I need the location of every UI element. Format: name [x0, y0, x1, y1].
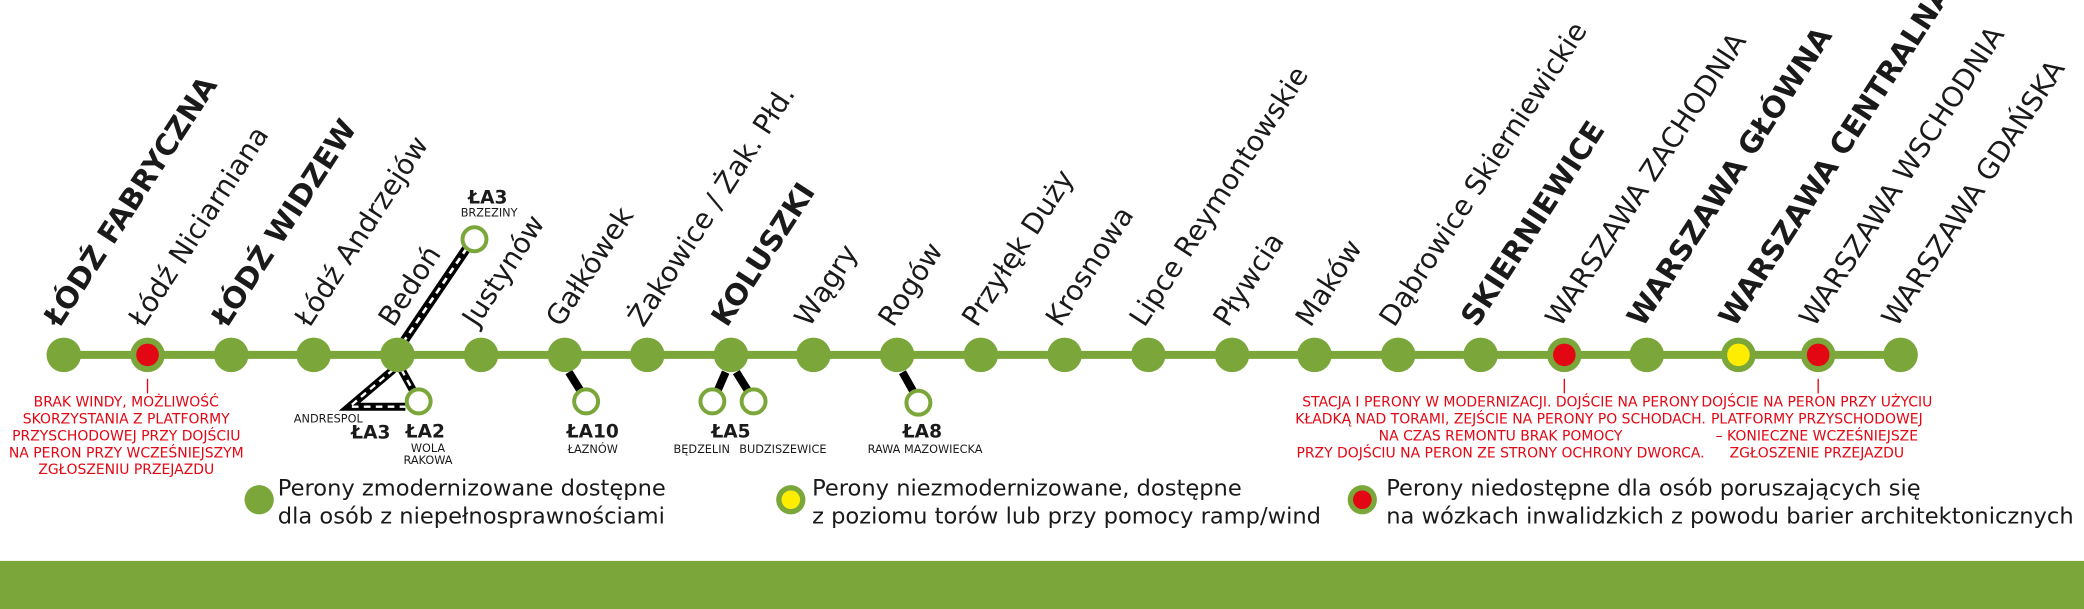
note-line: NA PERON PRZY WCZEŚNIEJSZYM — [9, 443, 244, 461]
branch-code: ŁA5 — [710, 421, 750, 442]
branch-stop — [698, 387, 727, 416]
station — [879, 337, 915, 373]
station — [46, 337, 82, 373]
station — [463, 337, 499, 373]
station-status — [1553, 343, 1576, 367]
station-status — [1806, 343, 1830, 367]
legend-text: z poziomu torów lub przy pomocy ramp/win… — [812, 504, 1321, 530]
station — [1297, 337, 1332, 373]
legend-text: Perony zmodernizowane dostępne — [278, 476, 666, 502]
note-line: PRZY DOJŚCIU NA PERON ZE STRONY OCHRONY … — [1296, 443, 1704, 461]
footer-band — [0, 560, 2084, 609]
note-line: – KONIECZNE WCZEŚNIEJSZE — [1716, 426, 1918, 444]
station — [1629, 337, 1665, 373]
branch-destination: WOLA — [411, 442, 446, 455]
legend-swatch — [781, 490, 801, 510]
branch-line — [398, 245, 471, 346]
legend: Perony zmodernizowane dostępne dla osób … — [244, 476, 2074, 530]
station — [1214, 337, 1250, 373]
branch-code: ŁA10 — [566, 421, 619, 442]
legend-text: Perony niezmodernizowane, dostępne — [812, 476, 1242, 502]
branch-code: ŁA8 — [902, 421, 942, 442]
station — [1463, 337, 1498, 373]
station-name: Rogów — [871, 236, 949, 332]
branch-line — [346, 368, 416, 408]
station-status — [1727, 343, 1750, 367]
note-line: STACJA I PERONY W MODERNIZACJI. DOJŚCIE … — [1302, 393, 1699, 411]
legend-swatch — [1353, 490, 1372, 510]
station — [1883, 337, 1918, 373]
branch-stop — [572, 387, 601, 416]
branch-stop — [460, 225, 489, 254]
branch-stop — [739, 387, 768, 416]
station — [547, 337, 583, 373]
note-line: BRAK WINDY, MOŻLIWOŚĆ — [34, 393, 219, 411]
station — [963, 337, 999, 373]
station — [1380, 337, 1416, 373]
station — [629, 337, 665, 373]
branch-destination: BRZEZINY — [461, 207, 518, 220]
branch-code: ŁA2 — [405, 421, 445, 442]
station — [1131, 337, 1166, 373]
note-line: PRZYSCHODOWEJ PRZY DOJŚCIU — [12, 426, 240, 444]
legend-text: dla osób z niepełnosprawnościami — [278, 504, 665, 530]
branch-stop — [904, 388, 933, 417]
branch-code: ŁA3 — [350, 423, 390, 444]
station — [380, 337, 415, 373]
note-line: ZGŁOSZENIU PRZEJAZDU — [38, 462, 214, 478]
station-name: ŁÓDŹ WIDZEW — [204, 113, 364, 334]
note-connectors — [146, 378, 1819, 394]
legend-swatch — [244, 485, 274, 515]
branch-destination: RAWA MAZOWIECKA — [868, 443, 983, 456]
station-name: SKIERNIEWICE — [1454, 115, 1611, 332]
branch-destination: RAKOWA — [403, 454, 452, 467]
note-line: NA CZAS REMONTU BRAK POMOCY — [1379, 428, 1623, 444]
station — [296, 337, 331, 373]
branch-line — [898, 370, 918, 396]
branch-destination: BĘDZELIN — [674, 443, 730, 456]
note-line: KŁADKĄ NAD TORAMI, ZEJŚCIE NA PERONY PO … — [1295, 410, 1706, 428]
station — [796, 337, 831, 373]
note-line: DOJŚCIE NA PERON PRZY UŻYCIU — [1701, 393, 1932, 411]
legend-text: na wózkach inwalidzkich z powodu barier … — [1386, 504, 2073, 530]
branch-destination: BUDZISZEWICE — [739, 443, 826, 456]
station-name: Maków — [1289, 233, 1369, 332]
station — [213, 337, 249, 373]
branch-destination: ANDRESPOL — [294, 413, 364, 426]
branch-stop — [404, 387, 433, 416]
station-name: Lipce Reymontowskie — [1123, 60, 1315, 332]
station-name: Pływcia — [1206, 227, 1290, 332]
branches: ŁA3 BRZEZINY ANDRESPOL ŁA3 ŁA2 WOLA RAKO… — [294, 187, 983, 466]
branch-code: ŁA3 — [467, 187, 507, 208]
branch-destination: ŁAZNÓW — [567, 443, 618, 456]
station — [1047, 337, 1082, 373]
note-line: ZGŁOSZENIE PRZEJAZDU — [1730, 445, 1904, 461]
legend-text: Perony niedostępne dla osób poruszającyc… — [1386, 476, 1920, 502]
station-status — [136, 343, 159, 367]
note-line: SKORZYSTANIA Z PLATFORMY — [23, 412, 230, 428]
station — [713, 337, 749, 373]
note-line: PLATFORMY PRZYSCHODOWEJ — [1711, 412, 1923, 428]
station-name: Wągry — [788, 238, 865, 332]
